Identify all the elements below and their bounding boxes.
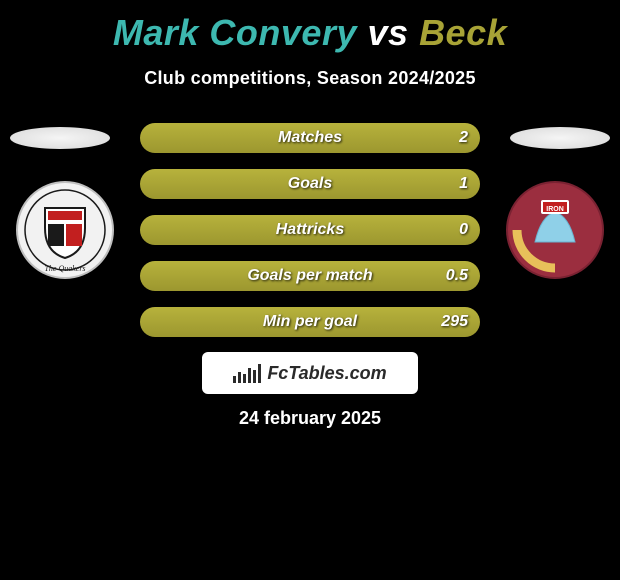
stat-value-right: 0 [459, 215, 468, 245]
player2-name: Beck [419, 12, 507, 53]
brand-text: FcTables.com [267, 363, 386, 384]
player1-avatar-placeholder [10, 127, 110, 149]
stat-row-min-per-goal: Min per goal 295 [140, 307, 480, 337]
page-title: Mark Convery vs Beck [0, 0, 620, 54]
player2-avatar-placeholder [510, 127, 610, 149]
stat-value-right: 0.5 [446, 261, 468, 291]
svg-text:The Quakers: The Quakers [44, 264, 85, 273]
stat-value-right: 2 [459, 123, 468, 153]
stat-value-right: 295 [441, 307, 468, 337]
stats-panel: Matches 2 Goals 1 Hattricks 0 Goals per … [140, 123, 480, 353]
club-crest-left: The Quakers [15, 180, 115, 280]
comparison-infographic: Mark Convery vs Beck Club competitions, … [0, 0, 620, 580]
stat-label: Goals per match [140, 261, 480, 291]
stat-label: Matches [140, 123, 480, 153]
stat-row-goals: Goals 1 [140, 169, 480, 199]
brand-badge: FcTables.com [202, 352, 418, 394]
stat-label: Goals [140, 169, 480, 199]
vs-word: vs [368, 12, 409, 53]
bar-chart-icon [233, 364, 261, 383]
stat-row-hattricks: Hattricks 0 [140, 215, 480, 245]
stat-label: Min per goal [140, 307, 480, 337]
stat-label: Hattricks [140, 215, 480, 245]
svg-text:IRON: IRON [546, 206, 564, 213]
footer-date: 24 february 2025 [0, 408, 620, 429]
stat-row-goals-per-match: Goals per match 0.5 [140, 261, 480, 291]
subtitle-text: Club competitions, Season 2024/2025 [0, 68, 620, 89]
stat-row-matches: Matches 2 [140, 123, 480, 153]
player1-name: Mark Convery [113, 12, 357, 53]
club-crest-right: IRON [505, 180, 605, 280]
stat-value-right: 1 [459, 169, 468, 199]
